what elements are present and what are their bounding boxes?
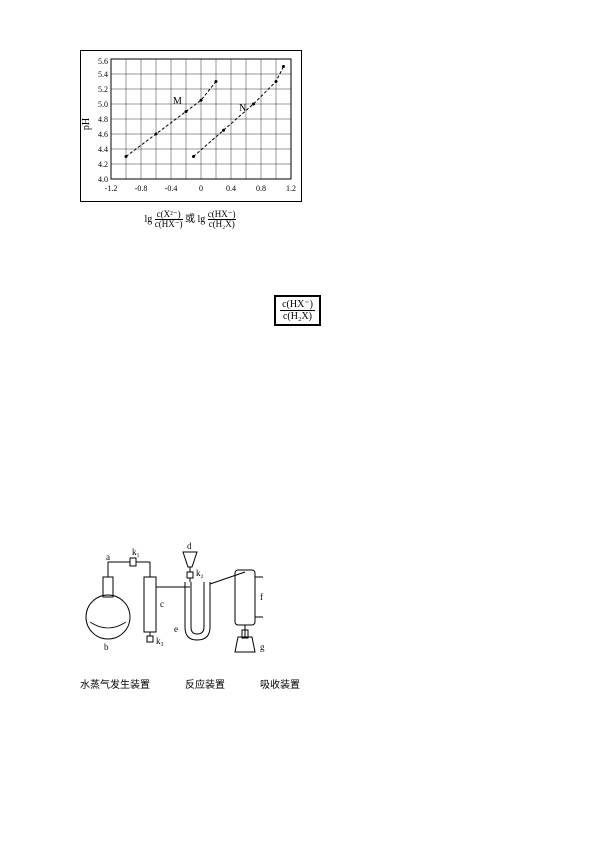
ytick: 5.0 [98,100,108,109]
ytick: 4.0 [98,175,108,184]
xtick: 0 [199,184,203,193]
caption-mid: 反应装置 [185,678,225,694]
ytick: 5.4 [98,70,108,79]
series-m-label: M [173,96,182,107]
xtick: -1.2 [105,184,118,193]
label-e: e [174,624,178,634]
label-k1: k₁ [132,547,140,557]
label-d: d [187,541,192,551]
apparatus-diagram-container: a k₁ b c k₃ d k₂ e f g 水蒸气发生装置 反应装置 吸收装置 [70,522,310,694]
ytick: 4.6 [98,130,108,139]
ytick: 4.4 [98,145,108,154]
ph-chart: M N 4.0 4.2 4.4 4.6 4.8 5.0 5.2 5.4 5.6 … [80,50,302,202]
ytick: 5.2 [98,85,108,94]
diagram-captions: 水蒸气发生装置 反应装置 吸收装置 [70,678,310,694]
label-c: c [160,599,164,609]
series-n-label: N [239,103,246,114]
label-k3: k₃ [156,636,164,646]
formula-line: c(HX⁻) c(H₂X) [50,295,545,326]
caption-right: 吸收装置 [260,678,300,694]
xtick: 1.2 [286,184,296,193]
apparatus-diagram: a k₁ b c k₃ d k₂ e f g [70,522,310,672]
formula-box: c(HX⁻) c(H₂X) [274,295,321,326]
label-k2: k₂ [196,568,204,578]
xtick: -0.4 [165,184,178,193]
y-axis-label: pH [81,118,92,130]
xtick: 0.8 [256,184,266,193]
label-a: a [106,552,110,562]
label-b: b [104,642,109,652]
ytick: 4.8 [98,115,108,124]
caption-left: 水蒸气发生装置 [80,678,150,694]
ytick: 4.2 [98,160,108,169]
xtick: -0.8 [135,184,148,193]
x-axis-label: lg c(X²⁻) c(HX⁻) 或 lg c(HX⁻) c(H₂X) [80,210,300,229]
label-g: g [260,642,265,652]
label-f: f [260,592,263,602]
ph-chart-container: M N 4.0 4.2 4.4 4.6 4.8 5.0 5.2 5.4 5.6 … [80,50,300,229]
ytick: 5.6 [98,57,108,66]
xtick: 0.4 [226,184,236,193]
